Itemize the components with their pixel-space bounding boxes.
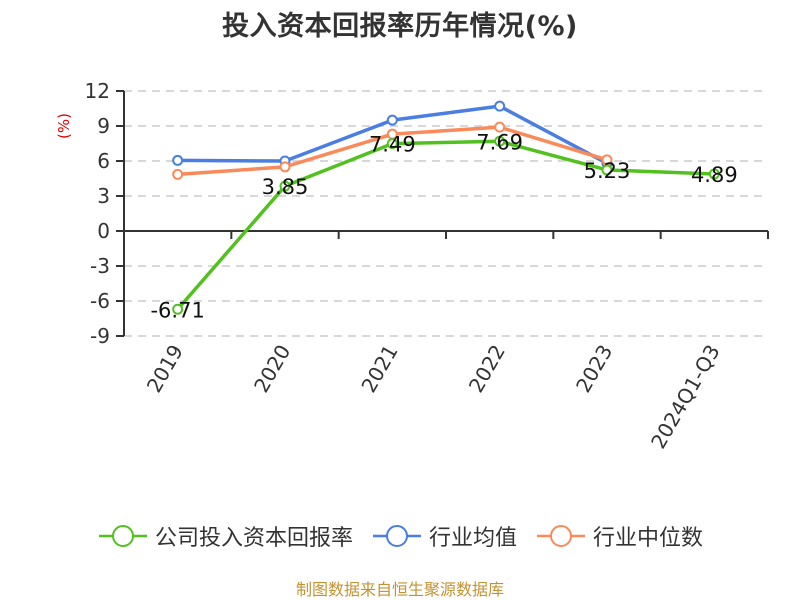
legend-label: 行业均值 <box>428 526 517 551</box>
data-point[interactable] <box>494 121 506 133</box>
y-tick-label: 6 <box>97 149 110 173</box>
gridlines <box>124 90 768 337</box>
source-note: 制图数据来自恒生聚源数据库 <box>295 580 504 599</box>
data-point[interactable] <box>601 154 613 166</box>
y-tick-label: 12 <box>85 79 110 103</box>
y-axis-unit-label: (%) <box>55 113 73 139</box>
x-tick-label: 2019 <box>142 341 188 397</box>
data-point[interactable] <box>172 168 184 180</box>
legend-item-2[interactable]: 行业中位数 <box>535 520 703 552</box>
data-label: 7.49 <box>369 133 416 157</box>
line-marker-icon <box>537 525 585 547</box>
y-tick-label: -9 <box>90 324 110 348</box>
line-marker-icon <box>372 525 421 547</box>
y-tick-label: -6 <box>90 289 110 313</box>
legend-label: 行业中位数 <box>593 526 704 551</box>
data-point[interactable] <box>279 180 291 192</box>
y-tick-label: 0 <box>97 219 110 243</box>
chart-title: 投入资本回报率历年情况(%) <box>222 11 578 42</box>
data-point[interactable] <box>708 168 720 180</box>
legend-label: 公司投入资本回报率 <box>154 526 353 551</box>
data-point[interactable] <box>494 135 506 147</box>
x-axis: 2019 2020 2021 2022 2023 2024Q1-Q3 <box>124 230 769 453</box>
y-tick-label: 9 <box>97 114 110 138</box>
data-label: -6.71 <box>150 298 204 322</box>
data-label: 4.89 <box>691 163 738 187</box>
x-tick-label: 2024Q1-Q3 <box>646 341 725 453</box>
x-tick-label: 2023 <box>571 341 617 397</box>
x-tick-label: 2020 <box>249 341 295 397</box>
legend-item-1[interactable]: 行业均值 <box>371 520 517 552</box>
data-point[interactable] <box>386 114 398 126</box>
data-label: 7.69 <box>476 130 523 154</box>
legend-item-0[interactable]: 公司投入资本回报率 <box>97 520 353 552</box>
y-tick-label: 3 <box>97 184 110 208</box>
data-label: 3.85 <box>262 175 309 199</box>
data-label: 5.23 <box>584 159 631 183</box>
data-point[interactable] <box>494 100 506 112</box>
series-0 <box>172 135 720 315</box>
line-marker-icon <box>98 525 147 547</box>
x-tick-label: 2021 <box>356 341 402 397</box>
legend: 公司投入资本回报率 行业均值 行业中位数 <box>0 520 800 552</box>
data-point[interactable] <box>386 138 398 150</box>
y-tick-label: -3 <box>90 254 110 278</box>
series-2 <box>172 121 613 180</box>
data-point[interactable] <box>172 154 184 166</box>
y-axis: 12 9 6 3 0 -3 -6 -9 <box>85 79 125 348</box>
x-tick-label: 2022 <box>464 341 510 397</box>
data-point[interactable] <box>601 164 613 176</box>
data-point[interactable] <box>279 161 291 173</box>
data-labels: -6.71 3.85 7.49 7.69 5.23 4.89 <box>150 130 737 322</box>
data-point[interactable] <box>172 303 184 315</box>
